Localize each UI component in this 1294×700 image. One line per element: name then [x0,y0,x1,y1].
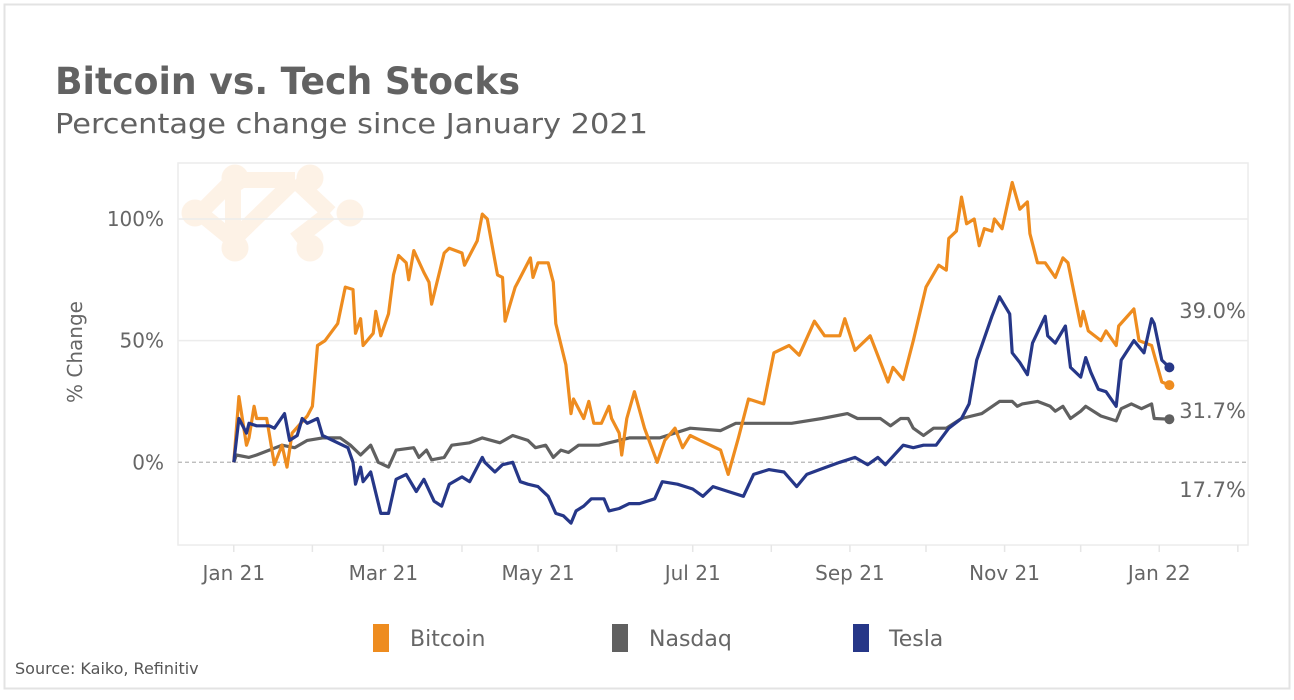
legend-item-bitcoin[interactable]: Bitcoin [373,624,485,652]
x-tick-label: May 21 [501,561,574,585]
source-note: Source: Kaiko, Refinitiv [15,659,199,678]
x-tick-label: Sep 21 [815,561,885,585]
chart-subtitle: Percentage change since January 2021 [55,107,648,140]
x-tick-label: Jul 21 [663,561,721,585]
series-line-tesla [232,295,1171,525]
legend-swatch-tesla [853,624,869,652]
legend-swatch-nasdaq [612,624,628,652]
y-axis-label: % Change [63,301,87,403]
series-line-bitcoin [232,180,1171,476]
plot-border [177,162,1249,546]
legend-item-nasdaq[interactable]: Nasdaq [612,624,732,652]
x-tick-label: Nov 21 [969,561,1040,585]
y-tick-label: 0% [132,450,164,474]
legend-label-tesla: Tesla [888,627,943,652]
series-line-nasdaq [232,399,1170,469]
legend-swatch-bitcoin [373,624,389,652]
x-tick-label: Mar 21 [349,561,419,585]
plot-area: 0% 50% 100% Jan 21 Mar 21 May 21 Jul 21 Sep 21 N… [107,162,1249,585]
end-label-bitcoin: 31.7% [1179,399,1246,423]
x-tick-label: Jan 22 [1126,561,1191,585]
y-tick-label: 50% [120,329,164,353]
x-tick-label: Jan 21 [200,561,265,585]
end-marker-bitcoin [1164,380,1175,391]
end-marker-nasdaq [1164,414,1175,425]
legend-label-nasdaq: Nasdaq [649,627,732,652]
end-marker-tesla [1164,362,1175,373]
end-label-nasdaq: 17.7% [1179,478,1246,502]
chart-frame [3,3,1291,690]
legend: Bitcoin Nasdaq Tesla [373,624,943,652]
chart-title: Bitcoin vs. Tech Stocks [55,60,520,103]
y-tick-label: 100% [107,207,164,231]
legend-item-tesla[interactable]: Tesla [853,624,943,652]
legend-label-bitcoin: Bitcoin [410,627,485,652]
end-label-tesla: 39.0% [1179,299,1246,323]
